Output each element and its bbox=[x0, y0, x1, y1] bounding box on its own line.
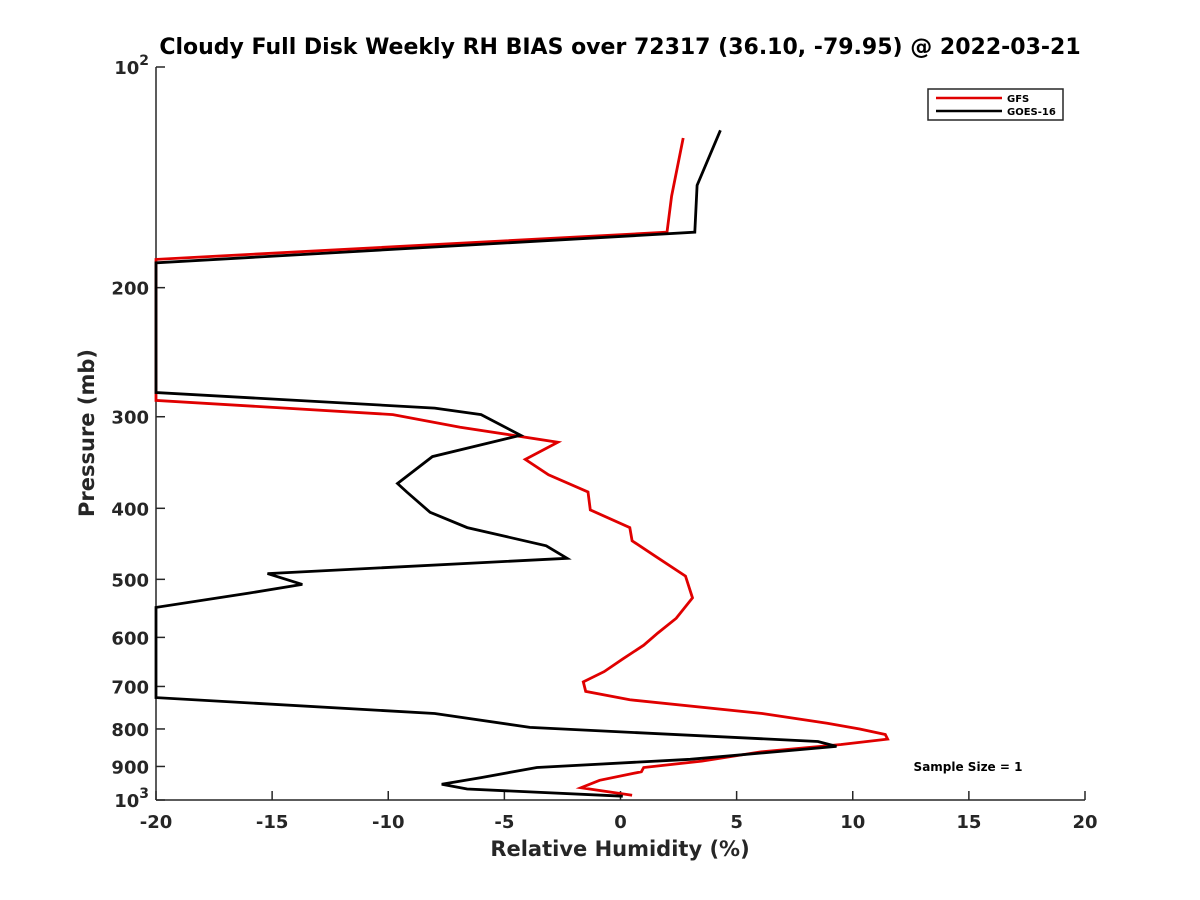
legend: GFS GOES-16 bbox=[927, 88, 1064, 121]
y-tick-label: 102 bbox=[114, 53, 149, 79]
y-tick-label: 600 bbox=[111, 628, 149, 649]
y-tick-label: 200 bbox=[111, 279, 149, 300]
x-tick-label: -10 bbox=[372, 812, 405, 833]
sample-size-annotation: Sample Size = 1 bbox=[914, 760, 1023, 774]
y-axis-label: Pressure (mb) bbox=[75, 349, 99, 517]
x-axis-label: Relative Humidity (%) bbox=[490, 837, 749, 861]
y-tick-label: 103 bbox=[114, 786, 149, 812]
x-tick-label: 15 bbox=[956, 812, 981, 833]
y-tick-label: 400 bbox=[111, 499, 149, 520]
x-tick-label: 0 bbox=[614, 812, 627, 833]
legend-label: GOES-16 bbox=[1007, 107, 1056, 118]
y-tick-label: 700 bbox=[111, 677, 149, 698]
chart-title: Cloudy Full Disk Weekly RH BIAS over 723… bbox=[159, 35, 1080, 60]
x-tick-label: 20 bbox=[1072, 812, 1097, 833]
y-tick-label: 800 bbox=[111, 720, 149, 741]
y-tick-label: 300 bbox=[111, 408, 149, 429]
legend-box bbox=[927, 88, 1064, 121]
x-tick-label: 5 bbox=[730, 812, 743, 833]
axes: -20 -15 -10 -5 0 5 10 15 20 102 200 300 400 500 600 700… bbox=[111, 53, 1097, 833]
y-tick-label: 900 bbox=[111, 757, 149, 778]
x-tick-label: 10 bbox=[840, 812, 865, 833]
y-tick-label: 500 bbox=[111, 570, 149, 591]
series-layer bbox=[154, 129, 890, 798]
series-line-gfs bbox=[154, 137, 890, 797]
x-tick-label: -20 bbox=[140, 812, 173, 833]
x-tick-label: -15 bbox=[256, 812, 289, 833]
series-line-goes-16 bbox=[154, 129, 837, 798]
legend-label: GFS bbox=[1007, 94, 1029, 105]
x-tick-label: -5 bbox=[494, 812, 514, 833]
